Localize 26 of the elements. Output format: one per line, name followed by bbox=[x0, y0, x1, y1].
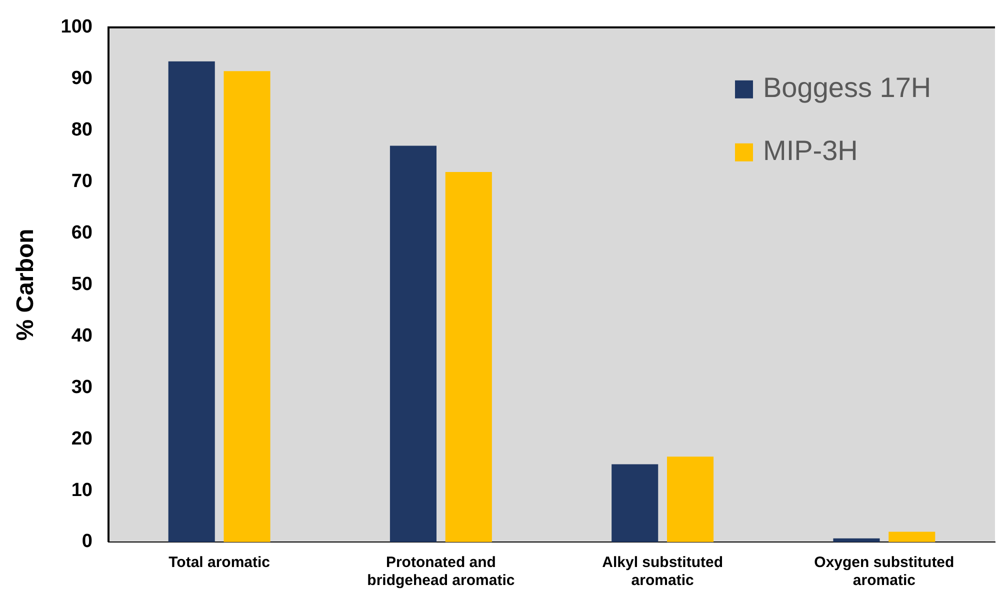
bar bbox=[833, 538, 880, 542]
y-tick-label: 60 bbox=[71, 222, 92, 244]
y-tick-label: 10 bbox=[71, 480, 92, 501]
bar bbox=[168, 61, 215, 542]
y-tick-label: 80 bbox=[71, 120, 92, 141]
x-tick-label: Alkyl substituted aromatic bbox=[602, 554, 723, 590]
x-tick-label: Oxygen substituted aromatic bbox=[814, 554, 954, 590]
bar bbox=[666, 456, 714, 542]
legend-label: MIP-3H bbox=[763, 135, 858, 166]
bar bbox=[445, 172, 492, 542]
bar bbox=[888, 532, 936, 542]
y-tick-label: 70 bbox=[71, 171, 92, 192]
y-tick-label: 50 bbox=[71, 274, 92, 295]
x-tick-label: Protonated and bridgehead aromatic bbox=[367, 554, 515, 590]
y-tick-label: 0 bbox=[82, 531, 92, 552]
y-tick-label: 20 bbox=[71, 428, 92, 450]
legend-label: Boggess 17H bbox=[763, 72, 932, 104]
y-tick-label: 30 bbox=[71, 376, 92, 398]
y-tick-label: 40 bbox=[71, 325, 92, 346]
bar bbox=[612, 464, 658, 542]
bar bbox=[224, 71, 270, 542]
bar bbox=[390, 146, 437, 542]
x-tick-label: Total aromatic bbox=[168, 554, 270, 572]
y-tick-label: 90 bbox=[71, 68, 92, 90]
y-tick-label: 100 bbox=[60, 16, 92, 38]
y-axis-title: % Carbon bbox=[12, 228, 40, 341]
